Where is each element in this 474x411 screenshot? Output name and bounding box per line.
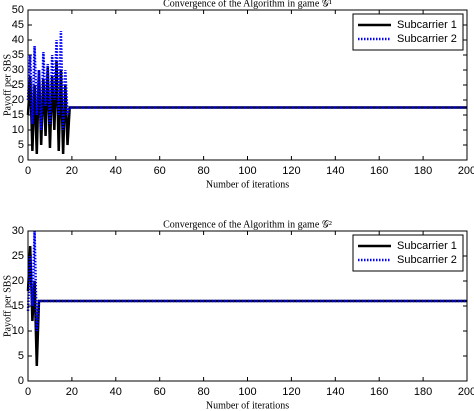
y-tick-label: 30 <box>12 225 24 237</box>
x-tick-label: 160 <box>370 386 388 398</box>
x-tick-label: 40 <box>110 165 122 177</box>
x-tick-label: 180 <box>414 165 432 177</box>
x-tick-label: 0 <box>25 386 31 398</box>
y-tick-label: 20 <box>12 94 24 106</box>
data-line <box>26 230 467 332</box>
y-tick-label: 25 <box>12 79 24 91</box>
legend-label: Subcarrier 2 <box>397 33 457 45</box>
y-tick-label: 5 <box>18 139 24 151</box>
x-axis-label: Number of iterations <box>206 400 289 411</box>
y-tick-label: 30 <box>12 64 24 76</box>
chart-title: Convergence of the Algorithm in game 𝒢¹ <box>163 0 332 9</box>
y-tick-label: 5 <box>18 350 24 362</box>
y-tick-label: 15 <box>12 109 24 121</box>
x-tick-label: 40 <box>110 386 122 398</box>
x-tick-label: 60 <box>154 165 166 177</box>
legend-box <box>352 13 464 51</box>
x-tick-label: 20 <box>66 165 78 177</box>
x-tick-label: 120 <box>282 386 300 398</box>
x-tick-label: 200 <box>458 386 474 398</box>
x-tick-label: 140 <box>326 386 344 398</box>
y-tick-label: 50 <box>12 4 24 16</box>
y-tick-label: 45 <box>12 19 24 31</box>
axes-frame <box>27 230 468 382</box>
y-tick-label: 0 <box>18 154 24 166</box>
legend-box <box>352 234 464 272</box>
x-tick-label: 140 <box>326 165 344 177</box>
x-tick-label: 100 <box>238 386 256 398</box>
axes-frame <box>27 9 468 161</box>
y-tick-label: 0 <box>18 375 24 387</box>
y-axis-label: Payoff per SBS <box>2 275 13 337</box>
y-tick-label: 25 <box>12 250 24 262</box>
y-tick-label: 10 <box>12 124 24 136</box>
x-tick-label: 60 <box>154 386 166 398</box>
x-tick-label: 20 <box>66 386 78 398</box>
x-tick-label: 100 <box>238 165 256 177</box>
legend-label: Subcarrier 1 <box>397 19 457 31</box>
x-tick-label: 80 <box>197 386 209 398</box>
x-axis-label: Number of iterations <box>206 179 289 190</box>
chart-title: Convergence of the Algorithm in game 𝒢² <box>163 219 332 230</box>
legend-label: Subcarrier 2 <box>397 254 457 266</box>
legend-label: Subcarrier 1 <box>397 240 457 252</box>
x-tick-label: 180 <box>414 386 432 398</box>
x-tick-label: 120 <box>282 165 300 177</box>
y-tick-label: 20 <box>12 275 24 287</box>
x-tick-label: 80 <box>197 165 209 177</box>
y-tick-label: 40 <box>12 34 24 46</box>
y-tick-label: 35 <box>12 49 24 61</box>
y-tick-label: 10 <box>12 325 24 337</box>
y-tick-label: 15 <box>12 300 24 312</box>
x-tick-label: 200 <box>458 165 474 177</box>
y-axis-label: Payoff per SBS <box>2 54 13 116</box>
x-tick-label: 160 <box>370 165 388 177</box>
x-tick-label: 0 <box>25 165 31 177</box>
